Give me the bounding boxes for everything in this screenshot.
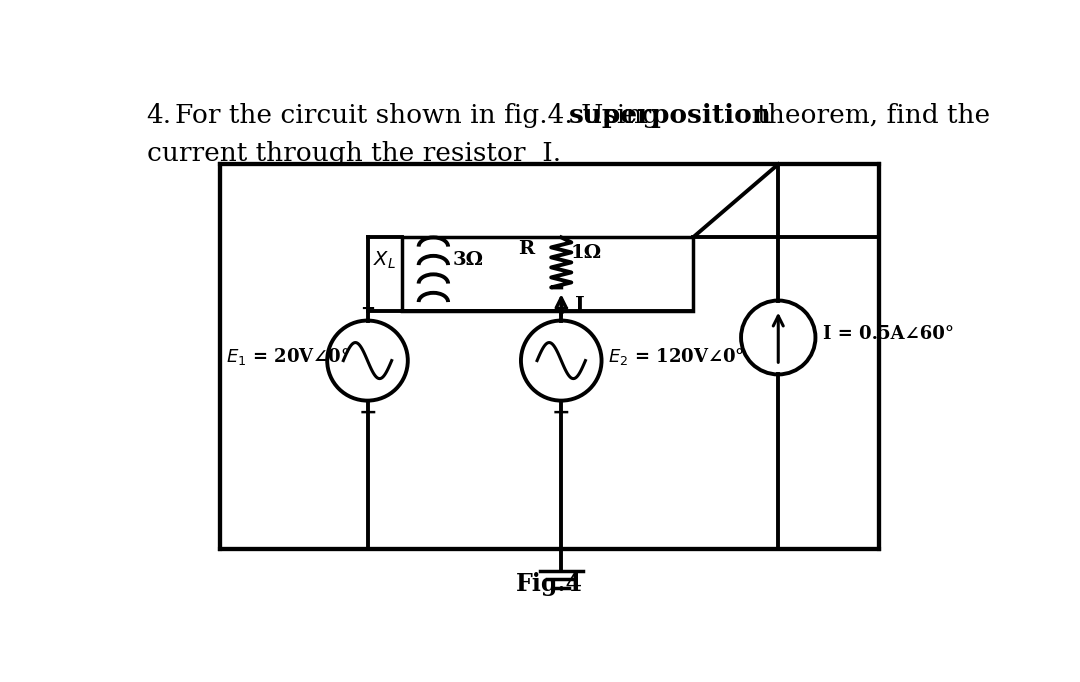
Text: +: + (360, 300, 375, 318)
Text: For the circuit shown in fig.4. Using: For the circuit shown in fig.4. Using (175, 102, 667, 128)
Bar (220, 164, 879, 549)
Text: current through the resistor  I.: current through the resistor I. (147, 141, 561, 166)
Bar (403, 237, 693, 310)
Text: +: + (554, 300, 569, 318)
Text: −: − (359, 401, 377, 423)
Text: 1Ω: 1Ω (570, 243, 602, 261)
Text: R: R (518, 240, 535, 258)
Text: $E_1$ = 20V∠0°: $E_1$ = 20V∠0° (227, 346, 350, 367)
Text: 4.: 4. (147, 102, 172, 128)
Text: $E_2$ = 120V∠0°: $E_2$ = 120V∠0° (608, 346, 744, 367)
Text: I: I (576, 295, 585, 315)
Text: Fig.4: Fig.4 (516, 572, 583, 596)
Text: −: − (552, 401, 570, 423)
Text: I = 0.5A∠60°: I = 0.5A∠60° (823, 325, 955, 342)
Text: theorem, find the: theorem, find the (748, 102, 990, 128)
Text: 3Ω: 3Ω (453, 252, 484, 269)
Text: superposition: superposition (569, 102, 772, 128)
Text: $X_L$: $X_L$ (374, 250, 396, 271)
